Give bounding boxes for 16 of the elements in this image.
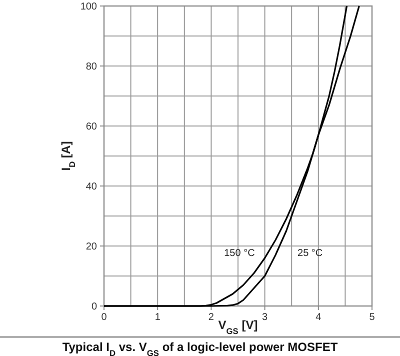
y-tick-label: 100	[80, 2, 98, 12]
y-tick-label: 0	[91, 302, 98, 312]
y-tick-label: 40	[86, 182, 98, 192]
x-axis-title: V$_{GS}$ [V]	[218, 318, 258, 336]
y-tick-label: 60	[86, 122, 98, 132]
x-tick-label: 0	[101, 312, 108, 323]
x-tick-label: 4	[316, 312, 322, 323]
y-tick-label: 80	[86, 62, 98, 72]
x-tick-label: 3	[262, 312, 268, 323]
text: Typical I$_{D}$ vs. V$_{GS}$ of a logic-level power MOSFET	[62, 340, 338, 356]
series-label: 25 °C	[298, 248, 323, 259]
x-tick-label: 1	[154, 312, 161, 323]
x-tick-label: 5	[369, 312, 376, 323]
y-tick-label: 20	[86, 242, 98, 252]
series-label: 150 °C	[224, 248, 255, 259]
x-tick-label: 2	[208, 312, 214, 323]
